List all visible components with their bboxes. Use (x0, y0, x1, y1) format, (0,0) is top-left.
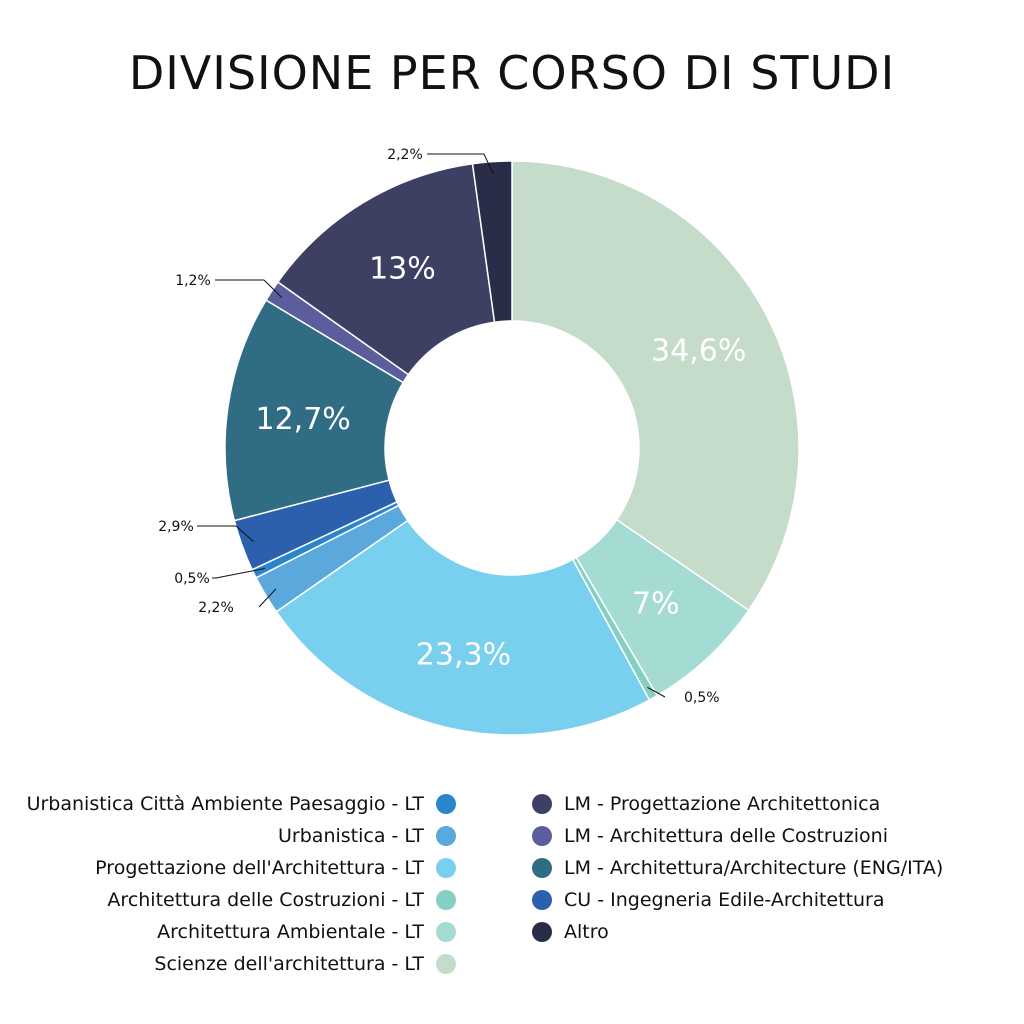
legend-left: Urbanistica Città Ambiente Paesaggio - L… (27, 788, 456, 980)
legend-item: Urbanistica - LT (27, 820, 456, 852)
legend-label: LM - Architettura delle Costruzioni (564, 825, 888, 847)
donut-slice (276, 162, 496, 376)
donut-slice (511, 160, 800, 612)
donut-slice (471, 160, 513, 324)
slice-label: 7% (632, 586, 680, 621)
legend-label: Urbanistica - LT (278, 825, 424, 847)
legend-label: LM - Progettazione Architettonica (564, 793, 881, 815)
leader-line (235, 525, 254, 542)
legend-swatch (436, 954, 456, 974)
legend-swatch (436, 826, 456, 846)
legend-swatch (532, 922, 552, 942)
legend-swatch (436, 922, 456, 942)
donut-slice (224, 299, 405, 522)
leader-line (258, 588, 277, 608)
legend-item: Scienze dell'architettura - LT (27, 948, 456, 980)
leader-line (647, 686, 666, 698)
legend-swatch (436, 794, 456, 814)
legend-right: LM - Progettazione Architettonica LM - Ar… (532, 788, 943, 948)
legend-swatch (436, 858, 456, 878)
slice-label: 13% (369, 252, 436, 287)
legend-item: Architettura delle Costruzioni - LT (27, 884, 456, 916)
legend-label: Altro (564, 921, 609, 943)
legend-swatch (532, 826, 552, 846)
slice-label: 2,2% (198, 600, 234, 616)
legend-item: LM - Architettura delle Costruzioni (532, 820, 943, 852)
legend-label: Progettazione dell'Architettura - LT (95, 857, 424, 879)
legend-item: Altro (532, 916, 943, 948)
legend-label: Architettura Ambientale - LT (157, 921, 424, 943)
slice-label: 0,5% (684, 690, 720, 706)
leader-line (263, 279, 283, 298)
legend-label: Architettura delle Costruzioni - LT (107, 889, 424, 911)
chart-title: DIVISIONE PER CORSO DI STUDI (128, 46, 896, 100)
slice-label: 34,6% (651, 334, 746, 369)
legend-label: Urbanistica Città Ambiente Paesaggio - L… (26, 793, 424, 815)
legend-item: Urbanistica Città Ambiente Paesaggio - L… (27, 788, 456, 820)
donut-slice (275, 519, 651, 736)
legend-item: LM - Progettazione Architettonica (532, 788, 943, 820)
legend-swatch (532, 794, 552, 814)
slice-label: 23,3% (416, 637, 511, 672)
legend-label: Scienze dell'architettura - LT (154, 953, 424, 975)
leader-line (215, 567, 265, 579)
slice-label: 2,9% (158, 519, 194, 535)
legend-item: Progettazione dell'Architettura - LT (27, 852, 456, 884)
legend-swatch (532, 890, 552, 910)
slice-label: 1,2% (175, 273, 211, 289)
legend-label: LM - Architettura/Architecture (ENG/ITA) (564, 857, 944, 879)
leader-line (483, 153, 494, 174)
slice-label: 0,5% (174, 571, 210, 587)
legend-swatch (436, 890, 456, 910)
legend-item: Architettura Ambientale - LT (27, 916, 456, 948)
slice-label: 12,7% (255, 402, 350, 437)
legend-item: LM - Architettura/Architecture (ENG/ITA) (532, 852, 943, 884)
legend-item: CU - Ingegneria Edile-Architettura (532, 884, 943, 916)
legend-swatch (532, 858, 552, 878)
slice-label: 2,2% (387, 147, 423, 163)
legend-label: CU - Ingegneria Edile-Architettura (564, 889, 885, 911)
